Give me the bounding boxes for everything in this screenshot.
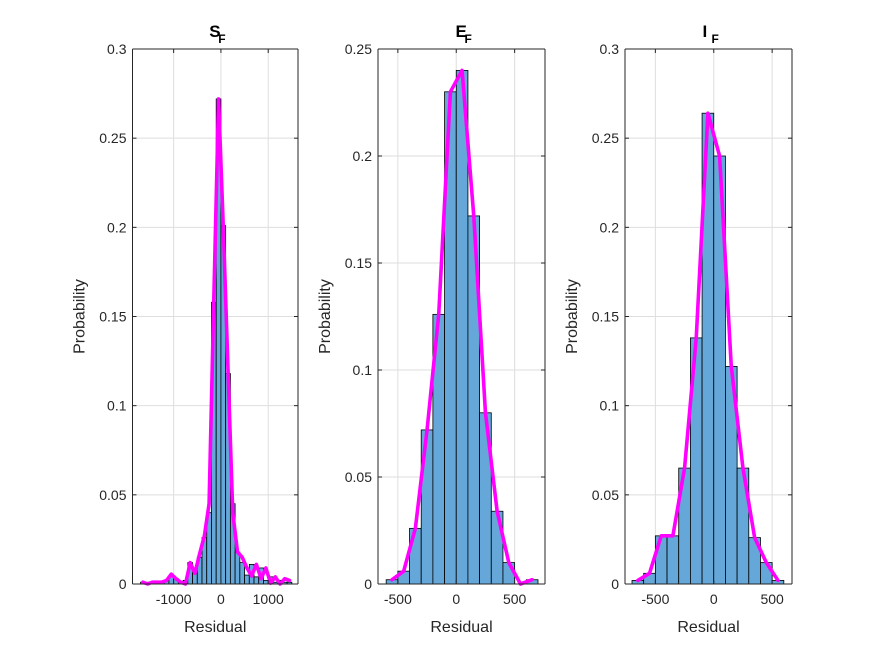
y-tick-label: 0.2 <box>600 219 620 235</box>
histogram-bar <box>455 70 469 585</box>
x-axis-label: Residual <box>677 619 739 636</box>
x-axis-label: Residual <box>184 619 246 636</box>
y-tick-label: 0.2 <box>107 219 127 235</box>
y-axis-label: Probability <box>317 279 334 354</box>
x-tick-label: -500 <box>384 591 412 607</box>
y-tick-label: 0.2 <box>353 148 373 164</box>
y-axis-label: Probability <box>72 279 89 354</box>
subplot-if: I F Residual Probability -500 0 500 0 0.05 0.… <box>564 22 793 636</box>
subplot-ef: E F Residual Probability -500 0 500 0 0.05 0.… <box>317 22 546 636</box>
subplot-sf: S F Residual Probability -1000 0 1000 0 0.05… <box>72 22 299 636</box>
y-tick-label: 0.1 <box>353 362 373 378</box>
histogram-bar <box>239 562 245 585</box>
y-tick-label: 0.15 <box>345 255 372 271</box>
y-tick-label: 0.3 <box>600 41 620 57</box>
y-tick-label: 0.25 <box>592 130 619 146</box>
y-tick-label: 0 <box>119 576 127 592</box>
y-tick-label: 0.25 <box>345 41 372 57</box>
x-tick-label: 0 <box>217 591 225 607</box>
histogram-bar <box>234 551 241 585</box>
x-tick-label: -500 <box>641 591 669 607</box>
subplot-title: E <box>456 22 467 41</box>
x-tick-label: 500 <box>760 591 784 607</box>
y-tick-label: 0.05 <box>592 487 619 503</box>
y-tick-label: 0.15 <box>592 309 619 325</box>
y-tick-label: 0.05 <box>99 487 126 503</box>
x-tick-label: 1000 <box>253 591 284 607</box>
subplot-title: S <box>209 22 220 41</box>
y-tick-label: 0.05 <box>345 469 372 485</box>
subplot-title: I <box>703 22 708 41</box>
x-tick-label: 500 <box>503 591 527 607</box>
histogram-bar <box>666 535 680 585</box>
histogram-bar <box>244 574 250 585</box>
density-fit-line <box>636 111 780 583</box>
y-axis-label: Probability <box>564 279 581 354</box>
subplot-title-subscript: F <box>218 32 225 46</box>
x-tick-label: 0 <box>452 591 460 607</box>
axes-frame <box>132 48 299 585</box>
x-axis-label: Residual <box>430 619 492 636</box>
y-tick-label: 0 <box>611 576 619 592</box>
y-tick-label: 0 <box>364 576 372 592</box>
histogram-bar <box>263 580 269 585</box>
y-tick-label: 0.1 <box>600 398 620 414</box>
axes-frame <box>377 48 546 585</box>
histogram-bar <box>253 576 260 585</box>
y-tick-label: 0.25 <box>99 130 126 146</box>
x-tick-label: 0 <box>710 591 718 607</box>
density-fit-line <box>141 97 292 586</box>
y-tick-label: 0.3 <box>107 41 127 57</box>
y-tick-label: 0.15 <box>99 309 126 325</box>
y-tick-label: 0.1 <box>107 398 127 414</box>
axes-frame <box>624 48 793 585</box>
density-fit-line <box>390 68 534 586</box>
x-tick-label: -1000 <box>156 591 192 607</box>
subplot-title-subscript: F <box>465 32 472 46</box>
subplot-title-subscript: F <box>712 32 719 46</box>
